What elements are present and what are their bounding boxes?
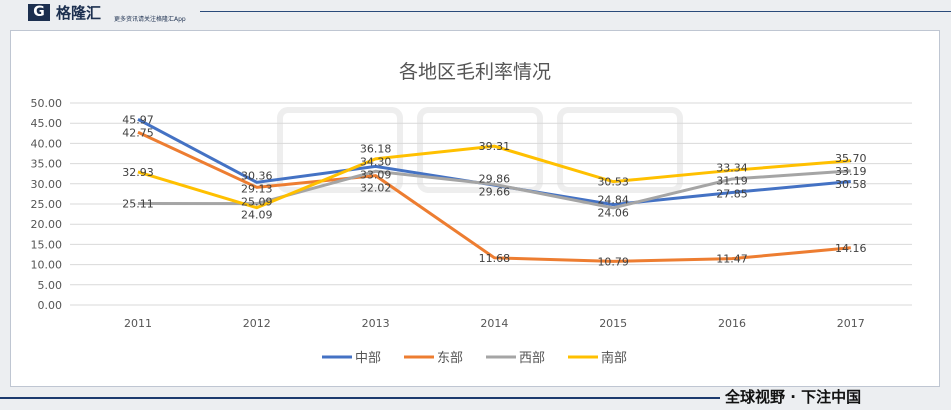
data-label: 33.09 [360,169,392,182]
y-tick-label: 50.00 [31,97,63,110]
y-tick-label: 5.00 [38,279,63,292]
x-tick-label: 2013 [362,317,390,330]
y-tick-label: 45.00 [31,117,63,130]
data-label: 14.16 [835,242,867,255]
legend-label: 西部 [519,351,545,366]
y-tick-label: 30.00 [31,178,63,191]
series-line-西部 [137,169,851,210]
divider [200,11,951,12]
data-label: 39.31 [479,140,511,153]
data-label: 29.66 [479,185,511,198]
footer-slogan: 全球视野 · 下注中国 [725,388,862,406]
y-tick-label: 15.00 [31,238,63,251]
chart-frame [10,30,940,387]
data-label: 33.19 [835,165,867,178]
data-label: 36.18 [360,143,392,156]
legend-label: 中部 [355,351,381,366]
data-label: 35.70 [835,152,867,165]
data-label: 32.02 [360,182,392,195]
data-label: 24.84 [597,194,629,207]
brand-name: 格隆汇 [56,4,102,22]
chart-title: 各地区毛利率情况 [399,61,551,83]
y-tick-label: 0.00 [38,299,63,312]
data-label: 30.53 [597,176,629,189]
y-tick-label: 10.00 [31,259,63,272]
x-tick-label: 2017 [837,317,865,330]
watermark-shape [277,107,403,193]
data-label: 24.06 [597,207,629,220]
watermark-shape [557,107,683,193]
y-tick-label: 25.00 [31,198,63,211]
data-label: 29.86 [479,172,511,185]
data-label: 27.85 [716,188,748,201]
data-label: 29.13 [241,183,273,196]
data-label: 31.19 [716,175,748,188]
x-tick-label: 2015 [599,317,627,330]
data-label: 11.68 [479,252,511,265]
data-label: 45.97 [122,113,154,126]
data-label: 10.79 [597,255,629,268]
watermark-logo [277,107,683,193]
data-label: 30.36 [241,170,273,183]
data-label: 24.09 [241,209,273,222]
x-tick-label: 2012 [243,317,271,330]
header: G 格隆汇 更多资讯请关注格隆汇App [0,0,951,24]
x-tick-label: 2014 [480,317,508,330]
series-line-东部 [137,130,851,263]
y-tick-label: 20.00 [31,218,63,231]
y-tick-label: 40.00 [31,137,63,150]
divider [0,397,720,399]
data-label: 42.75 [122,126,154,139]
data-label: 33.34 [716,162,748,175]
logo: G [28,4,50,21]
series-line-南部 [137,144,851,210]
data-label: 11.47 [716,253,748,266]
header-slogan: 更多资讯请关注格隆汇App [114,16,186,23]
x-tick-label: 2016 [718,317,746,330]
y-tick-label: 35.00 [31,158,63,171]
x-tick-label: 2011 [124,317,152,330]
legend-label: 南部 [601,350,627,366]
data-label: 25.09 [241,196,273,209]
data-label: 25.11 [122,198,154,211]
watermark-shape [417,107,543,193]
legend-label: 东部 [437,351,463,366]
data-label: 34.30 [360,156,392,169]
data-label: 30.58 [835,178,867,191]
data-label: 32.93 [122,166,154,179]
